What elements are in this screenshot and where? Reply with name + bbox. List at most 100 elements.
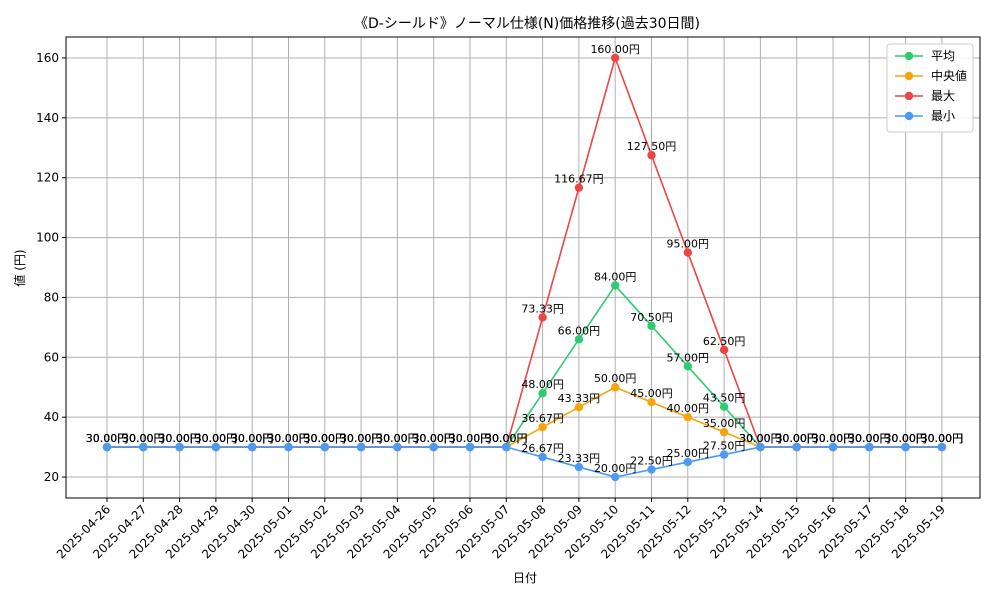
series-group — [102, 53, 947, 482]
legend-marker — [904, 51, 914, 61]
data-point — [211, 442, 221, 452]
y-tick-label: 80 — [44, 290, 59, 304]
data-point — [611, 53, 620, 63]
data-label: 127.50円 — [627, 140, 677, 153]
data-point — [647, 321, 656, 331]
data-label: 30.00円 — [267, 432, 310, 445]
data-label: 30.00円 — [86, 432, 129, 445]
data-label: 30.00円 — [267, 432, 310, 445]
grid — [66, 37, 980, 498]
data-point — [611, 281, 620, 290]
y-axis-title: 値 (円) — [12, 249, 27, 286]
y-tick-label: 140 — [36, 111, 59, 125]
legend-label: 中央値 — [931, 68, 967, 83]
data-label: 30.00円 — [739, 432, 782, 445]
data-label: 30.00円 — [231, 432, 274, 445]
data-point — [828, 442, 838, 452]
data-point — [429, 442, 438, 452]
data-label: 30.00円 — [485, 432, 528, 445]
data-point — [683, 412, 692, 422]
data-label: 30.00円 — [231, 432, 274, 445]
data-label: 30.00円 — [848, 432, 891, 445]
data-label: 30.00円 — [921, 432, 964, 445]
data-label: 30.00円 — [449, 432, 492, 445]
data-label: 116.67円 — [554, 173, 604, 186]
data-label: 57.00円 — [667, 351, 710, 364]
data-label: 30.00円 — [848, 432, 891, 445]
data-label: 30.00円 — [267, 432, 310, 445]
data-label: 95.00円 — [667, 238, 710, 251]
data-label: 30.00円 — [775, 432, 818, 445]
data-label: 30.00円 — [158, 432, 201, 445]
data-label: 30.00円 — [195, 432, 238, 445]
data-point — [647, 465, 656, 474]
legend-label: 最大 — [931, 89, 955, 103]
data-point — [647, 151, 656, 160]
data-label: 45.00円 — [630, 387, 673, 400]
y-tick-label: 120 — [36, 171, 59, 185]
y-tick-label: 60 — [44, 350, 59, 364]
data-label: 30.00円 — [340, 432, 383, 445]
data-label: 43.33円 — [558, 392, 601, 405]
data-point — [574, 183, 584, 192]
data-label: 30.00円 — [848, 432, 891, 445]
data-label: 30.00円 — [86, 432, 129, 445]
data-point — [538, 313, 547, 322]
data-point — [865, 442, 874, 452]
data-point — [683, 457, 692, 467]
data-point — [683, 248, 692, 257]
data-point — [719, 345, 729, 355]
data-point — [611, 472, 620, 482]
data-label: 30.00円 — [412, 432, 455, 445]
data-label: 30.00円 — [304, 432, 347, 445]
legend-marker — [904, 111, 914, 121]
data-label: 48.00円 — [521, 378, 564, 391]
data-label: 30.00円 — [158, 432, 201, 445]
data-label: 30.00円 — [848, 432, 891, 445]
data-point — [647, 398, 656, 407]
data-label: 30.00円 — [775, 432, 818, 445]
data-label: 30.00円 — [884, 432, 927, 445]
data-point — [538, 389, 547, 398]
data-label: 30.00円 — [921, 432, 964, 445]
y-axis: 20 40 60 80 100 120 140 160 — [36, 51, 66, 484]
data-label: 30.00円 — [340, 432, 383, 445]
data-label: 30.00円 — [775, 432, 818, 445]
legend-label: 平均 — [931, 49, 955, 63]
data-label: 30.00円 — [921, 432, 964, 445]
legend-marker — [904, 91, 914, 101]
data-point — [502, 442, 511, 452]
data-label: 35.00円 — [703, 417, 746, 430]
data-label: 66.00円 — [558, 324, 601, 337]
data-label: 30.00円 — [122, 432, 165, 445]
data-label: 30.00円 — [195, 432, 238, 445]
data-point — [574, 403, 584, 412]
data-label: 30.00円 — [122, 432, 165, 445]
data-label: 30.00円 — [340, 432, 383, 445]
data-label: 30.00円 — [122, 432, 165, 445]
data-point — [284, 442, 293, 452]
data-label: 30.00円 — [231, 432, 274, 445]
chart-title: 《D-シールド》ノーマル仕様(N)価格推移(過去30日間) — [354, 16, 700, 32]
data-label: 25.00円 — [667, 447, 710, 460]
data-label: 62.50円 — [703, 335, 746, 348]
data-label: 30.00円 — [412, 432, 455, 445]
data-label: 30.00円 — [412, 432, 455, 445]
data-label: 30.00円 — [195, 432, 238, 445]
data-label: 30.00円 — [485, 432, 528, 445]
data-point — [139, 442, 148, 452]
data-point — [719, 402, 729, 411]
data-label: 20.00円 — [594, 462, 637, 475]
data-label: 26.67円 — [521, 442, 564, 455]
data-label: 30.00円 — [739, 432, 782, 445]
data-label: 30.00円 — [231, 432, 274, 445]
data-point — [320, 442, 329, 452]
data-label: 73.33円 — [521, 302, 564, 315]
data-label: 30.00円 — [158, 432, 201, 445]
y-tick-label: 40 — [44, 410, 59, 424]
data-label: 30.00円 — [304, 432, 347, 445]
data-label: 30.00円 — [86, 432, 129, 445]
data-point — [102, 442, 112, 452]
data-point — [248, 442, 257, 452]
data-label: 30.00円 — [739, 432, 782, 445]
